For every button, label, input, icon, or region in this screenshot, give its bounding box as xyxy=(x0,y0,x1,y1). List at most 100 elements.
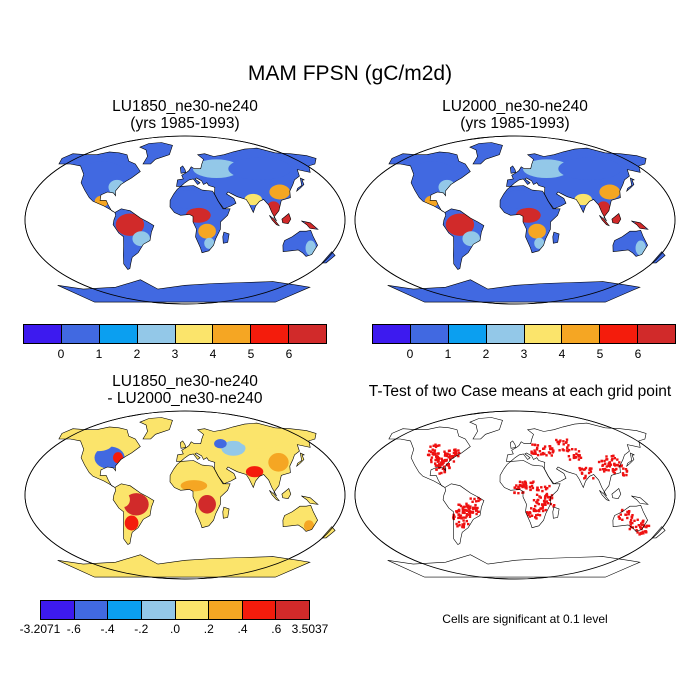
significant-cell xyxy=(528,485,532,489)
colorbar-swatch xyxy=(638,325,675,343)
coastline-samerica xyxy=(112,208,155,270)
significant-cell xyxy=(618,461,621,464)
colorbar-swatch xyxy=(289,325,326,343)
significant-cell xyxy=(627,510,631,514)
significant-cell xyxy=(645,524,649,527)
coastline-madagascar xyxy=(222,231,230,244)
significant-cell xyxy=(524,482,527,485)
significant-cell xyxy=(565,449,569,452)
coastlines xyxy=(57,142,336,303)
significant-cell xyxy=(436,444,439,447)
field-region xyxy=(94,446,125,469)
colorbar-swatch xyxy=(276,601,309,619)
significant-cell xyxy=(448,453,451,456)
colorbar-swatch xyxy=(209,601,243,619)
field-region xyxy=(84,436,113,452)
significant-cell xyxy=(435,456,439,459)
significant-cell xyxy=(536,501,539,505)
significant-cell xyxy=(549,445,552,448)
significant-cell xyxy=(625,469,629,473)
coastlines xyxy=(57,417,336,578)
significant-cell xyxy=(639,527,643,530)
significant-cell xyxy=(429,445,432,448)
significant-cell xyxy=(464,516,467,519)
significant-cell xyxy=(465,515,468,518)
significant-cell xyxy=(436,464,439,467)
significant-cell xyxy=(473,497,476,501)
colorbar-swatch xyxy=(213,325,252,343)
field-region xyxy=(72,558,298,578)
significant-cell xyxy=(455,522,458,526)
significant-cell xyxy=(633,519,636,522)
colorbar-swatch xyxy=(41,601,75,619)
colorbar-panel-3 xyxy=(40,600,310,620)
significant-cell xyxy=(615,467,618,471)
significant-cell xyxy=(619,513,622,516)
field-region xyxy=(528,223,546,239)
significant-cell xyxy=(537,489,540,492)
significant-cell xyxy=(631,521,634,525)
significant-cell xyxy=(552,505,555,508)
significant-cell xyxy=(469,497,472,500)
significant-cell xyxy=(543,452,546,455)
coastline-uk xyxy=(179,165,187,174)
colorbar-swatch xyxy=(524,325,563,343)
significant-cell xyxy=(577,458,581,461)
significant-cell xyxy=(642,523,645,526)
significant-cell xyxy=(463,511,466,515)
significant-cell xyxy=(567,444,570,447)
field-region xyxy=(522,159,571,179)
significant-cell xyxy=(577,453,580,457)
coastline-borneo xyxy=(611,488,622,500)
coastline-sumatra xyxy=(269,490,280,502)
significant-cell xyxy=(643,525,646,528)
significant-cell xyxy=(566,446,569,450)
colorbar-tick-label: 0 xyxy=(57,347,65,361)
significant-cell xyxy=(477,499,480,503)
significant-cell xyxy=(543,447,546,450)
land-eurasia xyxy=(506,423,647,496)
significant-cell xyxy=(534,516,537,519)
significant-cell xyxy=(434,453,437,456)
significant-cell xyxy=(459,514,463,517)
significant-cell xyxy=(437,466,441,470)
significant-cell xyxy=(472,506,475,509)
significant-cell xyxy=(438,444,441,447)
coastline-australia xyxy=(612,504,648,532)
significant-cell xyxy=(607,464,610,467)
significant-cell xyxy=(515,487,519,491)
significant-cell xyxy=(546,502,550,505)
colorbar-panel-2-labels: 0 1 2 3 4 5 6 xyxy=(372,347,676,361)
significant-cell xyxy=(578,454,581,457)
colorbar-tick-label: 3 xyxy=(171,347,179,361)
map-difference xyxy=(24,410,346,580)
significant-cell xyxy=(455,511,459,514)
significant-cell xyxy=(541,489,544,493)
significant-cell xyxy=(468,515,472,518)
significant-cell xyxy=(515,484,518,487)
coastline-antarctica xyxy=(57,279,311,303)
significant-cell xyxy=(462,524,466,527)
significant-cell xyxy=(578,466,581,470)
coastlines xyxy=(387,417,666,578)
colorbar-tick-label: .0 xyxy=(169,622,181,636)
significant-cell xyxy=(641,520,644,523)
significant-cell xyxy=(447,463,450,466)
land-greenland xyxy=(469,142,503,164)
significant-cell xyxy=(555,438,558,442)
significant-cell xyxy=(541,507,544,510)
panel-3-title-line1: LU1850_ne30-ne240 xyxy=(112,373,258,390)
significant-cell xyxy=(438,472,441,475)
colorbar-swatch xyxy=(99,325,138,343)
colorbar-swatch xyxy=(486,325,525,343)
significant-cell xyxy=(603,470,606,473)
significant-cell xyxy=(644,530,647,533)
significant-cell xyxy=(520,484,523,488)
colorbar-swatch xyxy=(137,325,176,343)
significant-cell xyxy=(457,509,460,512)
colorbar-tick-label: 0 xyxy=(406,347,414,361)
coastline-uk xyxy=(509,165,517,174)
significant-cell xyxy=(474,503,477,507)
significant-cell xyxy=(454,452,457,455)
significant-cell xyxy=(442,461,445,464)
